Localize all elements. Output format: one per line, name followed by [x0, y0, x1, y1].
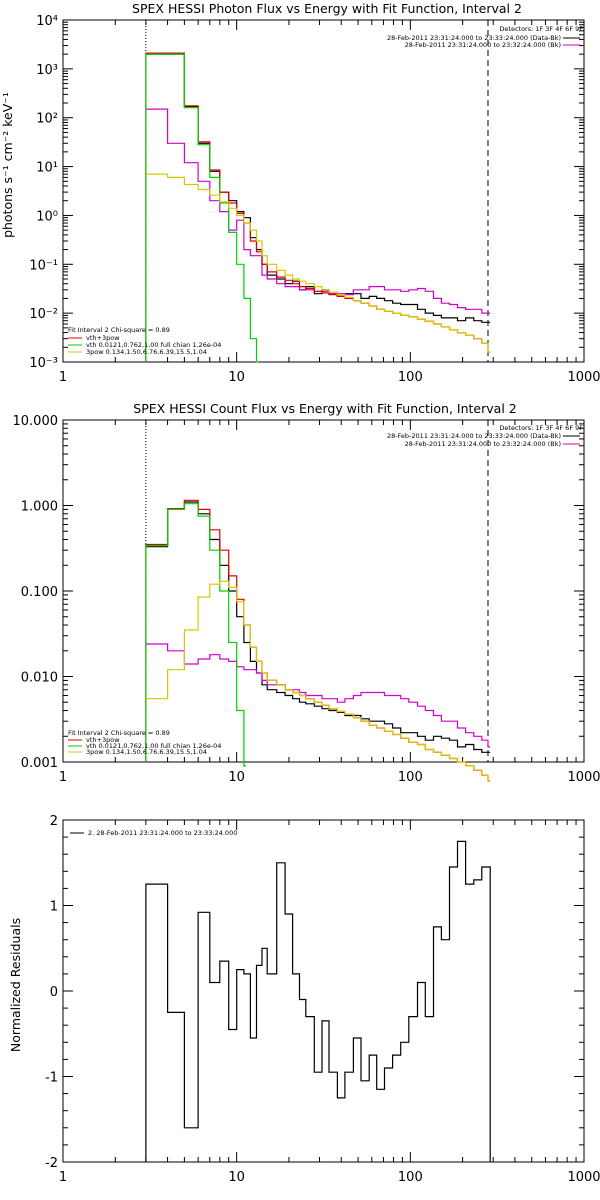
residuals-series [145, 840, 491, 1162]
photon-flux-ylabel: photons s⁻¹ cm⁻² keV⁻¹ [0, 92, 15, 238]
photon-flux-legend-right: Detectors: 1F 3F 4F 6F 9F 28-Feb-2011 23… [387, 25, 583, 49]
y-tick-label: 10² [36, 112, 58, 127]
count-flux-legend-left: Fit Interval 2 Chi-square = 0.89 vth+3po… [68, 729, 221, 756]
y-tick-label: -2 [45, 1156, 58, 1171]
x-tick-label: 1000 [567, 370, 600, 385]
y-tick-label: -1 [45, 1071, 58, 1086]
x-tick-label: 100 [398, 770, 423, 785]
y-tick-label: 10¹ [36, 161, 58, 176]
legend-bk: 28-Feb-2011 23:31:24.000 to 23:32:24.000… [405, 440, 561, 448]
legend-vth: vth 0.0121,0.762,1.00 full chian 1.26e-0… [86, 341, 221, 349]
legend-3pow: 3pow 0.134,1.50,6.76,6.39,15.5,1.04 [86, 748, 207, 756]
count-flux-axes: 1 10 100 1000 0.001 0.010 0.100 1.000 10.000 [13, 414, 600, 785]
x-tick-label: 10 [228, 370, 245, 385]
series-data [145, 501, 491, 753]
x-tick-label: 1 [59, 1170, 67, 1185]
y-tick-label: 2 [50, 814, 58, 829]
photon-flux-axes: 1 10 100 1000 10⁻³ 10⁻² 10⁻¹ 10⁰ 10¹ 10² 10³ 10⁴ [29, 14, 600, 385]
legend-bk: 28-Feb-2011 23:31:24.000 to 23:32:24.000… [405, 41, 561, 49]
residuals-ylabel: Normalized Residuals [8, 918, 23, 1052]
y-tick-label: 0 [50, 985, 58, 1000]
legend-vth3pow: vth+3pow [86, 736, 120, 744]
y-tick-label: 10⁻² [29, 307, 58, 322]
legend-vth: vth 0.0121,0.762,1.00 full chian 1.26e-0… [86, 742, 221, 750]
y-tick-label: 0.001 [21, 756, 58, 771]
residuals-axes: 1 10 100 1000 -2 -1 0 1 2 [45, 814, 600, 1185]
series-vth [145, 503, 247, 767]
count-flux-title: SPEX HESSI Count Flux vs Energy with Fit… [133, 401, 516, 416]
series-3pow [145, 580, 491, 782]
photon-flux-panel: SPEX HESSI Photon Flux vs Energy with Fi… [0, 1, 600, 385]
y-tick-label: 0.100 [21, 585, 58, 600]
count-flux-legend-right: Detectors: 1F 3F 4F 6F 9F 28-Feb-2011 23… [387, 424, 583, 448]
legend-detectors: Detectors: 1F 3F 4F 6F 9F [499, 424, 583, 432]
x-tick-label: 1 [59, 770, 67, 785]
x-tick-label: 100 [398, 1170, 423, 1185]
photon-flux-series [145, 52, 491, 363]
y-tick-label: 10⁰ [36, 209, 58, 224]
x-tick-label: 10 [228, 1170, 245, 1185]
legend-detectors: Detectors: 1F 3F 4F 6F 9F [499, 25, 583, 33]
y-tick-label: 10⁴ [36, 14, 58, 29]
x-tick-label: 1000 [567, 770, 600, 785]
y-tick-label: 10.000 [13, 414, 59, 429]
series-vth [145, 53, 259, 363]
x-tick-label: 10 [228, 770, 245, 785]
y-tick-label: 1.000 [21, 500, 58, 515]
series-residuals [145, 840, 491, 1162]
y-tick-label: 10³ [36, 63, 58, 78]
photon-flux-title: SPEX HESSI Photon Flux vs Energy with Fi… [132, 1, 522, 16]
legend-residuals: 2. 28-Feb-2011 23:31:24.000 to 23:33:24.… [88, 829, 237, 837]
series-background [145, 643, 491, 748]
series-3pow [145, 173, 491, 353]
legend-fit-interval: Fit Interval 2 Chi-square = 0.89 [68, 326, 170, 334]
x-tick-label: 1000 [567, 1170, 600, 1185]
count-flux-panel: SPEX HESSI Count Flux vs Energy with Fit… [13, 401, 600, 785]
x-tick-label: 1 [59, 370, 67, 385]
photon-flux-legend-left: Fit Interval 2 Chi-square = 0.89 vth+3po… [68, 326, 221, 356]
residuals-legend: 2. 28-Feb-2011 23:31:24.000 to 23:33:24.… [70, 829, 237, 837]
y-tick-label: 10⁻³ [29, 356, 58, 371]
residuals-panel: Normalized Residuals 1 10 100 1000 -2 -1 0 1 2 2… [8, 814, 600, 1185]
legend-data-bk: 28-Feb-2011 23:31:24.000 to 23:33:24.000… [387, 432, 561, 440]
plot-frame [62, 19, 585, 363]
y-tick-label: 1 [50, 900, 58, 915]
y-tick-label: 0.010 [21, 671, 58, 686]
legend-3pow: 3pow 0.134,1.50,6.76,6.39,15.5,1.04 [86, 348, 207, 356]
y-tick-label: 10⁻¹ [29, 258, 58, 273]
legend-data-bk: 28-Feb-2011 23:31:24.000 to 23:33:24.000… [387, 34, 561, 42]
legend-fit-interval: Fit Interval 2 Chi-square = 0.89 [68, 729, 170, 737]
count-flux-series [145, 499, 491, 782]
x-tick-label: 100 [398, 370, 423, 385]
legend-vth3pow: vth+3pow [86, 334, 120, 342]
